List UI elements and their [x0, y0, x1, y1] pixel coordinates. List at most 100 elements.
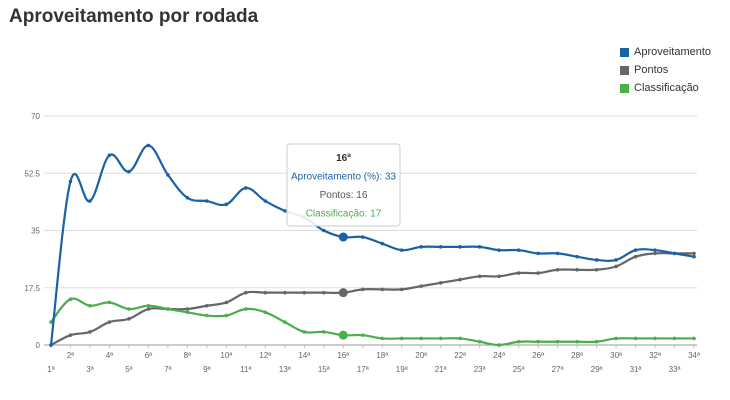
data-point-aproveitamento[interactable]: [419, 245, 424, 249]
data-point-aproveitamento[interactable]: [338, 232, 348, 242]
data-point-aproveitamento[interactable]: [224, 202, 229, 207]
data-point-classificacao[interactable]: [360, 333, 365, 337]
data-point-aproveitamento[interactable]: [477, 245, 482, 249]
data-point-aproveitamento[interactable]: [555, 251, 560, 256]
data-point-pontos[interactable]: [224, 300, 229, 305]
data-point-classificacao[interactable]: [263, 310, 268, 315]
data-point-pontos[interactable]: [283, 290, 287, 295]
data-point-classificacao[interactable]: [244, 307, 248, 311]
data-point-classificacao[interactable]: [614, 336, 618, 341]
data-point-aproveitamento[interactable]: [166, 173, 170, 177]
data-point-pontos[interactable]: [458, 277, 462, 282]
data-point-classificacao[interactable]: [321, 330, 326, 334]
data-point-classificacao[interactable]: [205, 313, 209, 318]
data-point-aproveitamento[interactable]: [692, 254, 696, 259]
data-point-aproveitamento[interactable]: [88, 199, 92, 203]
data-point-pontos[interactable]: [146, 307, 151, 311]
data-point-aproveitamento[interactable]: [438, 245, 443, 249]
data-point-classificacao[interactable]: [672, 336, 677, 341]
data-point-classificacao[interactable]: [185, 310, 190, 315]
data-point-aproveitamento[interactable]: [575, 254, 579, 259]
data-point-aproveitamento[interactable]: [360, 235, 365, 239]
data-point-classificacao[interactable]: [224, 313, 229, 318]
data-point-aproveitamento[interactable]: [672, 251, 677, 256]
data-point-aproveitamento[interactable]: [536, 251, 540, 256]
data-point-pontos[interactable]: [338, 288, 348, 298]
data-point-pontos[interactable]: [419, 284, 424, 288]
data-point-pontos[interactable]: [68, 333, 73, 337]
data-point-pontos[interactable]: [399, 287, 404, 292]
data-point-aproveitamento[interactable]: [205, 199, 209, 203]
data-point-aproveitamento[interactable]: [497, 248, 501, 252]
data-point-pontos[interactable]: [594, 267, 599, 272]
data-point-classificacao[interactable]: [497, 343, 501, 347]
data-point-classificacao[interactable]: [146, 303, 151, 308]
data-point-pontos[interactable]: [360, 287, 365, 292]
data-point-aproveitamento[interactable]: [458, 245, 462, 249]
data-point-classificacao[interactable]: [107, 300, 112, 305]
data-point-aproveitamento[interactable]: [68, 179, 73, 184]
data-point-classificacao[interactable]: [399, 336, 404, 341]
data-point-classificacao[interactable]: [653, 336, 657, 341]
data-point-pontos[interactable]: [88, 330, 92, 334]
data-point-classificacao[interactable]: [68, 297, 73, 302]
data-point-pontos[interactable]: [107, 320, 112, 324]
data-point-classificacao[interactable]: [594, 339, 599, 344]
data-point-classificacao[interactable]: [338, 330, 348, 340]
legend-item-aproveitamento[interactable]: Aproveitamento: [620, 43, 711, 61]
data-point-pontos[interactable]: [244, 290, 248, 295]
data-point-aproveitamento[interactable]: [49, 343, 53, 347]
data-point-pontos[interactable]: [477, 274, 482, 279]
data-point-aproveitamento[interactable]: [653, 248, 657, 252]
data-point-classificacao[interactable]: [458, 336, 462, 341]
data-point-aproveitamento[interactable]: [146, 143, 151, 148]
data-point-pontos[interactable]: [302, 290, 307, 295]
data-point-classificacao[interactable]: [302, 330, 307, 334]
data-point-pontos[interactable]: [321, 290, 326, 295]
data-point-pontos[interactable]: [692, 251, 696, 256]
data-point-pontos[interactable]: [516, 271, 521, 275]
data-point-aproveitamento[interactable]: [380, 241, 385, 246]
data-point-pontos[interactable]: [614, 264, 618, 269]
data-point-classificacao[interactable]: [127, 307, 131, 311]
data-point-pontos[interactable]: [185, 307, 190, 311]
data-point-aproveitamento[interactable]: [594, 258, 599, 262]
data-point-classificacao[interactable]: [283, 320, 287, 324]
data-point-pontos[interactable]: [127, 317, 131, 321]
data-point-aproveitamento[interactable]: [614, 258, 618, 262]
data-point-aproveitamento[interactable]: [633, 248, 638, 252]
data-point-pontos[interactable]: [205, 303, 209, 308]
data-point-classificacao[interactable]: [692, 336, 696, 341]
data-point-classificacao[interactable]: [555, 339, 560, 344]
data-point-pontos[interactable]: [438, 281, 443, 285]
data-point-classificacao[interactable]: [88, 303, 92, 308]
data-point-classificacao[interactable]: [419, 336, 424, 341]
data-point-aproveitamento[interactable]: [321, 228, 326, 233]
data-point-classificacao[interactable]: [438, 336, 443, 341]
data-point-pontos[interactable]: [263, 290, 268, 295]
data-point-aproveitamento[interactable]: [399, 248, 404, 252]
data-point-aproveitamento[interactable]: [283, 209, 287, 213]
data-point-classificacao[interactable]: [380, 336, 385, 341]
data-point-classificacao[interactable]: [49, 320, 53, 324]
data-point-classificacao[interactable]: [516, 339, 521, 344]
data-point-classificacao[interactable]: [536, 339, 540, 344]
data-point-pontos[interactable]: [633, 254, 638, 259]
data-point-pontos[interactable]: [575, 267, 579, 272]
data-point-aproveitamento[interactable]: [263, 199, 268, 203]
data-point-pontos[interactable]: [555, 267, 560, 272]
legend-item-classificacao[interactable]: Classificação: [620, 79, 711, 97]
data-point-aproveitamento[interactable]: [516, 248, 521, 252]
data-point-aproveitamento[interactable]: [185, 195, 190, 200]
data-point-classificacao[interactable]: [166, 307, 170, 311]
data-point-pontos[interactable]: [497, 274, 501, 279]
legend-item-pontos[interactable]: Pontos: [620, 61, 711, 79]
data-point-pontos[interactable]: [536, 271, 540, 275]
data-point-pontos[interactable]: [380, 287, 385, 292]
data-point-classificacao[interactable]: [575, 339, 579, 344]
data-point-pontos[interactable]: [653, 251, 657, 256]
data-point-aproveitamento[interactable]: [244, 186, 248, 190]
data-point-classificacao[interactable]: [633, 336, 638, 341]
data-point-aproveitamento[interactable]: [127, 169, 131, 174]
data-point-classificacao[interactable]: [477, 339, 482, 344]
